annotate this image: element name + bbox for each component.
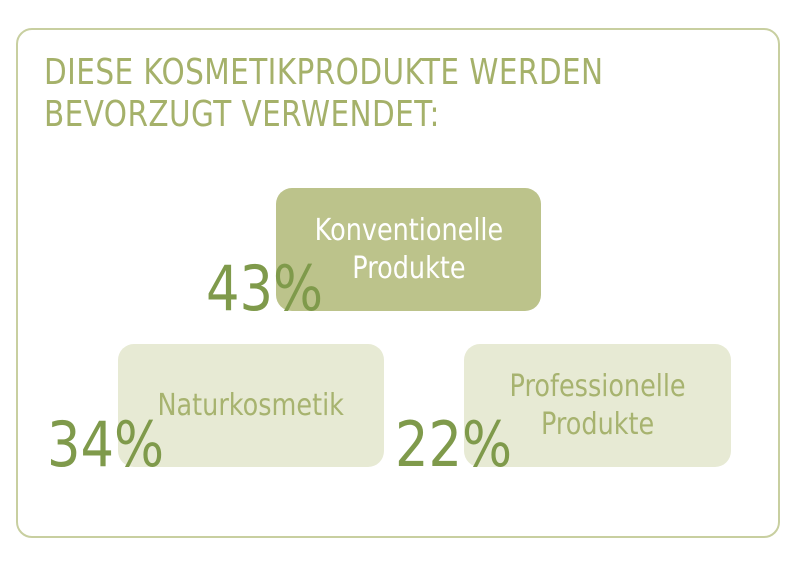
category-label: Konventionelle <box>314 212 503 248</box>
category-box-professionelle: Professionelle Produkte <box>464 344 731 467</box>
percent-label-naturkosmetik: 34% <box>47 408 165 481</box>
percent-label-professionelle: 22% <box>395 408 513 481</box>
infographic-title: DIESE KOSMETIKPRODUKTE WERDEN BEVORZUGT … <box>44 52 604 136</box>
category-label: Naturkosmetik <box>157 387 345 423</box>
infographic-frame <box>16 28 780 538</box>
category-label: Produkte <box>351 250 466 286</box>
title-line-2: BEVORZUGT VERWENDET: <box>44 94 440 135</box>
percent-label-konventionelle: 43% <box>206 252 324 325</box>
category-label: Produkte <box>540 406 655 442</box>
category-label: Professionelle <box>509 368 686 404</box>
category-box-konventionelle: Konventionelle Produkte <box>276 188 541 311</box>
title-line-1: DIESE KOSMETIKPRODUKTE WERDEN <box>44 52 604 93</box>
category-box-naturkosmetik: Naturkosmetik <box>118 344 384 467</box>
